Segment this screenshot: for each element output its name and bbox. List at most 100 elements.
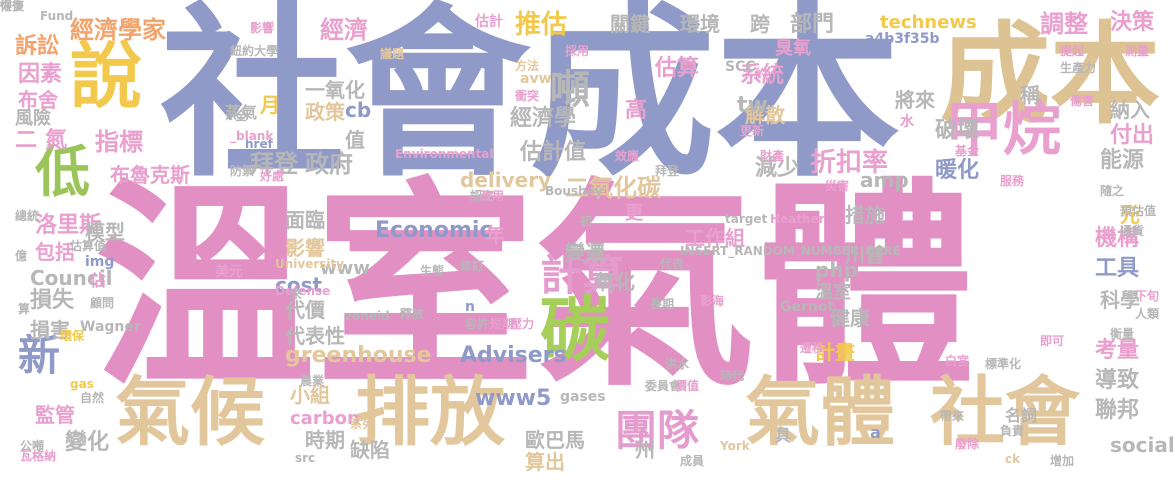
cloud-word: 採用 [565, 44, 590, 58]
cloud-word: Heather [770, 212, 825, 226]
cloud-word: 紐約大學 [230, 44, 279, 58]
cloud-word: 州 [635, 438, 655, 462]
cloud-word: 時代 [720, 369, 745, 383]
cloud-word: 好處 [260, 169, 285, 183]
cloud-word: 服務 [1000, 174, 1025, 188]
cloud-word: University [275, 257, 345, 271]
cloud-word: Advisers [460, 343, 567, 368]
cloud-word: 時期 [305, 428, 345, 452]
cloud-word: 估計值 [520, 140, 587, 165]
cloud-word: 代表性 [285, 324, 345, 348]
cloud-word: 模型 [85, 220, 125, 244]
cloud-word: 元 [1120, 203, 1140, 227]
cloud-word: 環境 [680, 12, 720, 36]
cloud-word: 基金 [955, 144, 980, 158]
cloud-word: 甲烷 [945, 95, 1062, 163]
cloud-word: 經濟學家 [70, 16, 166, 44]
cloud-word: 監管 [35, 403, 75, 427]
cloud-word: 提起 [1060, 44, 1085, 58]
cloud-word: 布舍 [18, 88, 58, 112]
cloud-word: 系列 [350, 417, 375, 431]
cloud-word: carbon [290, 408, 360, 429]
cloud-word: 通貨 [1120, 224, 1145, 238]
cloud-word: 社會 [930, 368, 1081, 456]
cloud-word: 減少 [755, 156, 800, 181]
cloud-word: 委員會 [645, 379, 682, 393]
cloud-word: 公噸 [20, 439, 45, 453]
cloud-word: 經濟學 [510, 106, 577, 131]
cloud-word: 即可 [1040, 334, 1065, 348]
cloud-word: 二 [15, 128, 38, 153]
cloud-word: img [85, 254, 115, 270]
cloud-word: 初 [580, 214, 593, 228]
cloud-word: 付出 [1110, 123, 1155, 148]
cloud-word: 名詞 [1005, 406, 1038, 425]
cloud-word: 增加 [1050, 454, 1075, 468]
cloud-word: 溫室氣體 [95, 160, 976, 416]
cloud-word: target [725, 212, 768, 226]
cloud-word: 負責 [1000, 424, 1025, 438]
cloud-word: a4b3f35b [865, 31, 940, 47]
cloud-word: Environmental [395, 147, 494, 161]
cloud-word: src [295, 451, 316, 465]
cloud-word: 缺陷 [350, 438, 390, 462]
cloud-word: 團隊 [615, 406, 700, 455]
cloud-word: 將來 [895, 88, 935, 112]
cloud-word: 計算 [540, 251, 625, 300]
cloud-word: 說 [70, 34, 143, 118]
cloud-word: 認定 [470, 189, 495, 203]
cloud-word: 效應 [615, 149, 640, 163]
cloud-word: 稱 [1020, 83, 1040, 107]
cloud-word: 一氧化 [305, 78, 365, 102]
cloud-word: gases [560, 389, 606, 405]
cloud-word: 氣體 [745, 368, 896, 456]
cloud-word: 生態 [420, 264, 445, 278]
cloud-word: 損害 [30, 318, 70, 342]
cloud-word: gas [70, 377, 94, 391]
cloud-word: 環保 [60, 329, 85, 343]
cloud-word: 恢復 [0, 0, 25, 13]
cloud-word: 標準化 [985, 357, 1022, 371]
cloud-word: 得多 [0, 0, 25, 13]
cloud-word: 改用 [480, 189, 505, 203]
cloud-word: 下旬 [1135, 289, 1160, 303]
cloud-word: 廢除 [955, 437, 980, 451]
cloud-word: 損失 [30, 288, 75, 313]
cloud-word: 政府 [305, 150, 353, 178]
cloud-word: 洪水 [665, 357, 690, 371]
cloud-word: 算 [18, 302, 31, 316]
cloud-word: tw [737, 93, 768, 118]
cloud-word: 價值 [675, 379, 700, 393]
cloud-word: 工具 [1095, 256, 1140, 281]
cloud-word: 科學 [1100, 288, 1140, 312]
cloud-word: 佔 [90, 271, 107, 290]
cloud-word: 議題 [380, 47, 405, 61]
cloud-word: 政策 [305, 100, 345, 124]
cloud-word: 暖化 [935, 158, 980, 183]
cloud-word: 經濟 [320, 16, 368, 44]
cloud-word: 蒸氣 [225, 103, 258, 122]
cloud-word: 修訂 [460, 259, 485, 273]
cloud-word: 納入 [1110, 98, 1150, 122]
cloud-word: 遷移 [800, 341, 825, 355]
cloud-word: 洛里斯 [35, 213, 102, 238]
cloud-word: 推估 [515, 10, 568, 40]
cloud-word: delivery [460, 168, 552, 192]
cloud-word: 氧化 [595, 270, 635, 294]
cloud-word: 影響 [250, 21, 275, 35]
cloud-word: 歐巴馬 [525, 428, 585, 452]
cloud-word: 拜登 [250, 150, 298, 178]
cloud-word: 面臨 [285, 208, 325, 232]
cloud-word: 川普 [845, 243, 885, 267]
cloud-word: 折扣率 [810, 148, 889, 178]
cloud-word: Economic [375, 218, 493, 243]
cloud-word: 成員 [680, 454, 705, 468]
cloud-word: 財產 [760, 149, 785, 163]
cloud-word: 變遷 [565, 240, 605, 264]
cloud-word: 估計 [475, 14, 503, 30]
cloud-word: 影響 [285, 236, 325, 260]
cloud-word: href [245, 137, 273, 151]
cloud-word: 系統 [740, 63, 785, 88]
cloud-word: www5 [475, 386, 552, 411]
cloud-word: Fund [40, 9, 74, 23]
